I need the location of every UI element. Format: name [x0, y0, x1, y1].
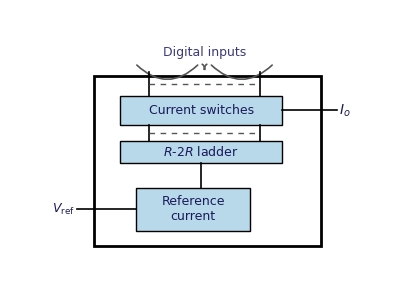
- Bar: [136, 188, 250, 231]
- Text: $V_{\mathrm{ref}}$: $V_{\mathrm{ref}}$: [52, 202, 75, 217]
- Bar: [120, 96, 282, 125]
- Text: Digital inputs: Digital inputs: [163, 46, 246, 59]
- Text: $I_o$: $I_o$: [339, 102, 351, 119]
- Text: Reference
current: Reference current: [161, 195, 225, 223]
- Text: $\mathit{R}$-$\mathit{2R}$ ladder: $\mathit{R}$-$\mathit{2R}$ ladder: [163, 145, 239, 159]
- Bar: [94, 76, 321, 246]
- Text: Current switches: Current switches: [149, 104, 254, 117]
- Bar: [120, 141, 282, 163]
